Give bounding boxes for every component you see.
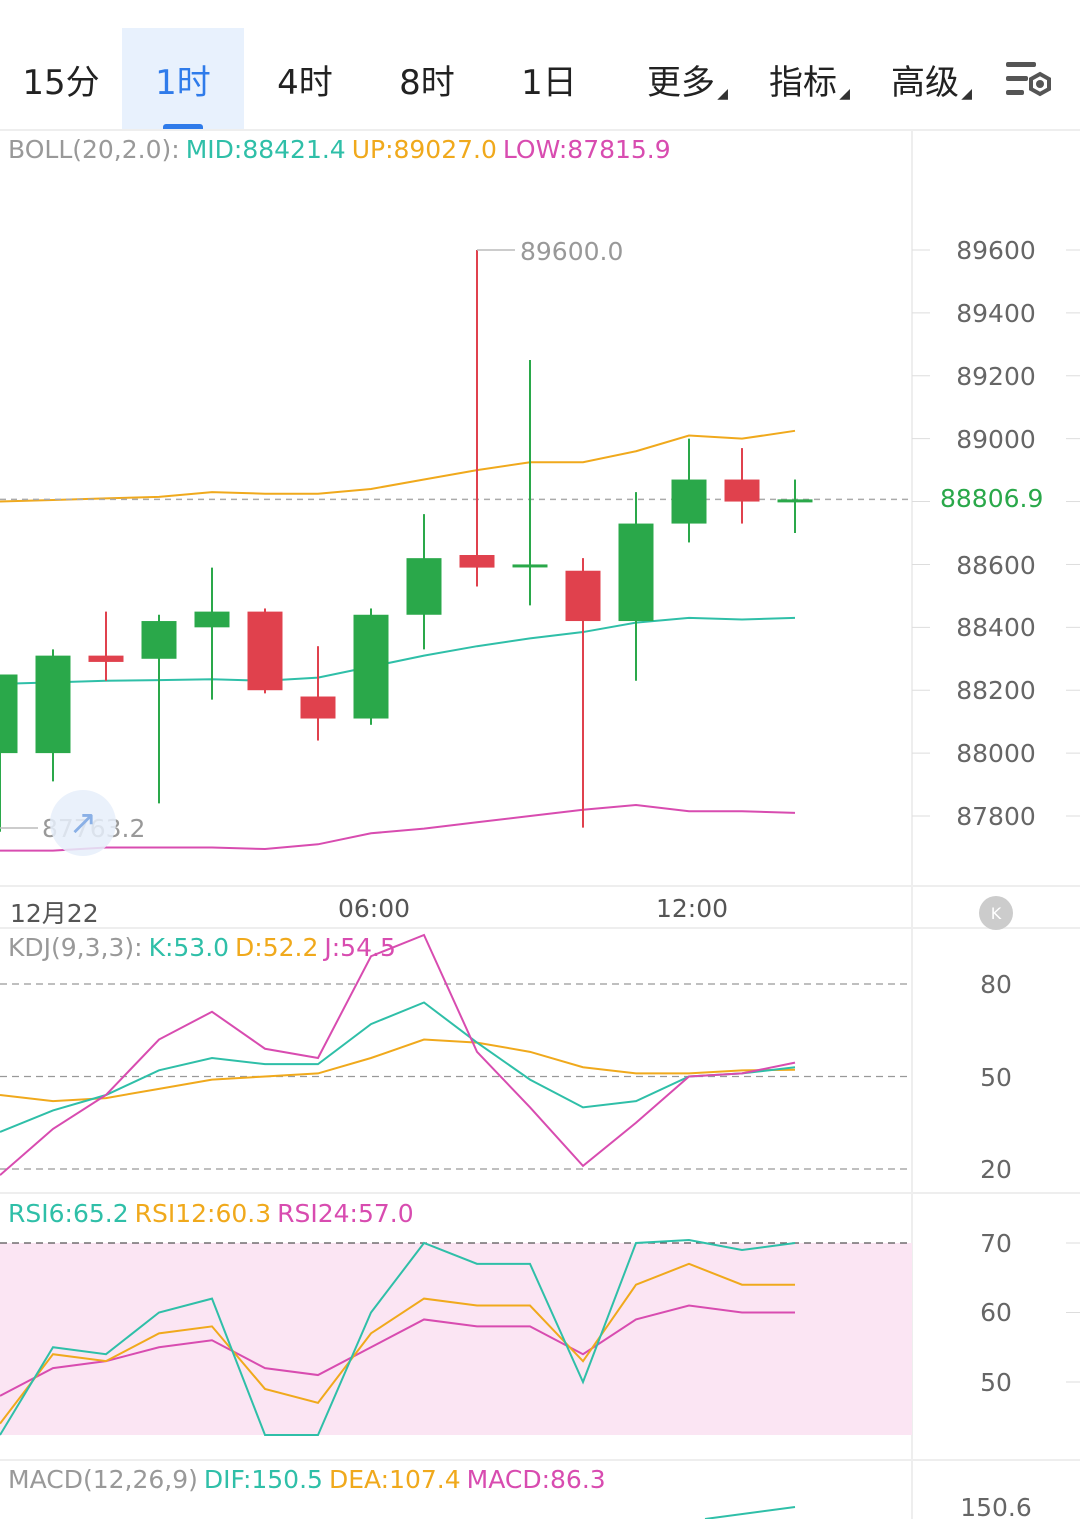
rsi6-value: RSI6:65.2 — [8, 1199, 129, 1228]
kdj-tick-label: 50 — [980, 1063, 1012, 1092]
rsi24-value: RSI24:57.0 — [277, 1199, 414, 1228]
candle-body — [565, 570, 601, 622]
active-tab-indicator — [163, 124, 203, 130]
rsi-band — [0, 1243, 912, 1435]
candle-body — [618, 523, 654, 622]
candle-body — [512, 564, 548, 568]
rsi6-line — [0, 1238, 796, 1436]
y-tick-label: 89600 — [956, 236, 1036, 265]
dropdown-triangle-icon: ◢ — [961, 86, 972, 102]
x-tick-label: 12:00 — [656, 894, 729, 923]
boll-up-value: UP:89027.0 — [351, 135, 497, 164]
candle-body — [671, 479, 707, 524]
candle-body — [406, 558, 442, 615]
macd-tick-label: 150.6 — [960, 1493, 1032, 1522]
boll-legend-label: BOLL(20,2.0): — [8, 135, 180, 164]
candle-body — [777, 499, 813, 503]
y-tick-label: 87800 — [956, 802, 1036, 831]
y-tick-label: 88200 — [956, 676, 1036, 705]
macd-legend: MACD(12,26,9) DIF:150.5 DEA:107.4 MACD:86.3 — [8, 1465, 612, 1494]
boll-legend: BOLL(20,2.0): MID:88421.4 UP:89027.0 LOW:87… — [8, 135, 677, 164]
boll-mid-value: MID:88421.4 — [185, 135, 346, 164]
tab-label: 高级 — [891, 62, 959, 103]
tab-label: 4时 — [277, 62, 333, 103]
candle-body — [0, 674, 18, 754]
boll-lower-line — [0, 803, 796, 852]
tab-label: 8时 — [399, 62, 455, 103]
tab-15m[interactable]: 15分 — [0, 28, 122, 130]
scroll-to-latest-icon[interactable]: K — [979, 896, 1013, 930]
high-price-annotation: 89600.0 — [520, 237, 624, 266]
kdj-legend-label: KDJ(9,3,3): — [8, 933, 143, 962]
candle-body — [724, 479, 760, 502]
kdj-d-line — [0, 1038, 796, 1103]
dropdown-triangle-icon: ◢ — [717, 86, 728, 102]
macd-value: MACD:86.3 — [466, 1465, 606, 1494]
current-price-label: 88806.9 — [940, 484, 1044, 513]
x-tick-label: 12月22 — [10, 899, 99, 928]
tab-8h[interactable]: 8时 — [366, 28, 488, 130]
tab-label: 指标 — [769, 62, 837, 103]
boll-upper-line — [0, 429, 796, 503]
candle-body — [194, 611, 230, 628]
macd-dif-value: DIF:150.5 — [203, 1465, 323, 1494]
tab-indicators[interactable]: 指标 ◢ — [742, 28, 864, 130]
kdj-tick-label: 80 — [980, 970, 1012, 999]
y-tick-label: 88600 — [956, 551, 1036, 580]
rsi-tick-label: 60 — [980, 1298, 1012, 1327]
rsi-tick-label: 70 — [980, 1229, 1012, 1258]
kdj-j-line — [0, 933, 796, 1176]
tab-label: 更多 — [647, 62, 715, 103]
boll-low-value: LOW:87815.9 — [502, 135, 671, 164]
tab-4h[interactable]: 4时 — [244, 28, 366, 130]
kdj-tick-label: 20 — [980, 1155, 1012, 1184]
chart-settings-icon[interactable] — [1002, 56, 1056, 106]
kdj-j-value: J:54.5 — [324, 933, 396, 962]
interval-tab-bar: 15分 1时 4时 8时 1日 更多 ◢ 指标 ◢ 高级 ◢ — [0, 0, 1080, 130]
kdj-k-line — [0, 1001, 796, 1133]
y-tick-label: 88400 — [956, 613, 1036, 642]
candle-body — [88, 655, 124, 662]
y-tick-label: 89200 — [956, 362, 1036, 391]
candle-body — [35, 655, 71, 754]
rsi12-line — [0, 1262, 795, 1425]
macd-dif-line — [704, 1506, 796, 1519]
candle-body — [353, 614, 389, 719]
y-tick-label: 88000 — [956, 739, 1036, 768]
x-tick-label: 06:00 — [338, 894, 411, 923]
kdj-k-value: K:53.0 — [148, 933, 230, 962]
candle-body — [300, 696, 336, 719]
boll-mid-line — [0, 616, 796, 685]
tab-more[interactable]: 更多 ◢ — [620, 28, 742, 130]
candle-body — [459, 555, 495, 568]
expand-arrow-icon[interactable]: ↗ — [50, 790, 116, 856]
macd-dea-value: DEA:107.4 — [328, 1465, 461, 1494]
tab-advanced[interactable]: 高级 ◢ — [864, 28, 986, 130]
y-tick-label: 89000 — [956, 425, 1036, 454]
y-tick-label: 89400 — [956, 299, 1036, 328]
rsi-legend: RSI6:65.2 RSI12:60.3 RSI24:57.0 — [8, 1199, 420, 1228]
tab-label: 1时 — [155, 62, 211, 103]
rsi12-value: RSI12:60.3 — [134, 1199, 272, 1228]
kdj-legend: KDJ(9,3,3): K:53.0 D:52.2 J:54.5 — [8, 933, 402, 962]
candle-body — [247, 611, 283, 691]
rsi-tick-label: 50 — [980, 1368, 1012, 1397]
dropdown-triangle-icon: ◢ — [839, 86, 850, 102]
macd-legend-label: MACD(12,26,9) — [8, 1465, 198, 1494]
tab-1d[interactable]: 1日 — [488, 28, 610, 130]
kdj-d-value: D:52.2 — [235, 933, 319, 962]
tab-label: 15分 — [22, 62, 100, 103]
tab-label: 1日 — [521, 62, 577, 103]
candle-body — [141, 621, 177, 659]
tab-1h[interactable]: 1时 — [122, 28, 244, 130]
rsi24-line — [0, 1304, 795, 1397]
